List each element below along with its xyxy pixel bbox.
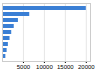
svg-text:20000: 20000 [78,64,95,70]
svg-text:10000: 10000 [36,64,53,70]
svg-text:5000: 5000 [17,64,31,70]
svg-text:15000: 15000 [57,64,74,70]
